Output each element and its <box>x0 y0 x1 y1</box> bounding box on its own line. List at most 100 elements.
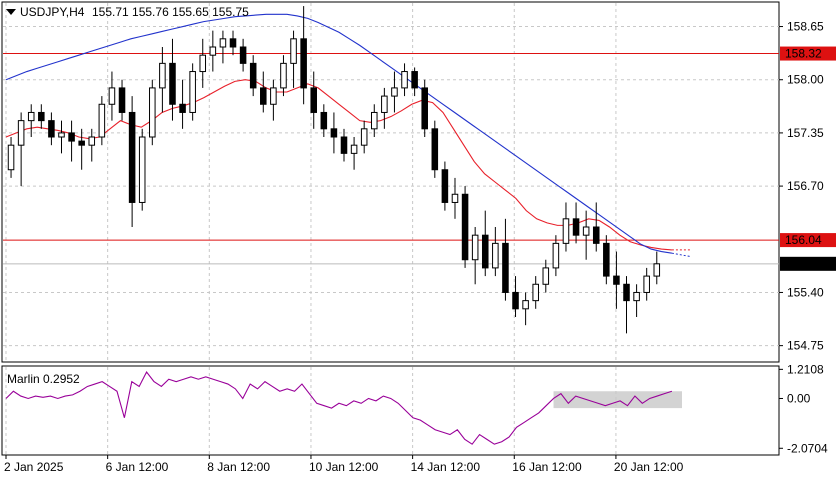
bullish-candle <box>58 132 65 138</box>
osc-y-tick-label: -2.0704 <box>787 441 828 455</box>
bearish-candle <box>613 275 620 285</box>
level-price-box <box>780 46 836 61</box>
bearish-candle <box>320 111 328 130</box>
current-price-label: 155.75 <box>785 257 822 271</box>
indicator-panel <box>1 365 780 456</box>
bullish-candle <box>149 87 156 138</box>
bullish-candle <box>199 54 207 73</box>
bullish-candle <box>159 62 166 89</box>
oscillator <box>5 370 682 445</box>
bullish-candle <box>522 300 529 310</box>
bullish-candle <box>209 46 217 56</box>
bearish-candle <box>330 128 338 138</box>
indicator-title: Marlin 0.2952 <box>7 372 80 386</box>
bearish-candle <box>421 87 428 130</box>
bearish-candle <box>411 71 418 89</box>
bullish-candle <box>552 242 560 269</box>
bullish-candle <box>643 275 650 293</box>
x-tick-label: 14 Jan 12:00 <box>411 460 481 474</box>
x-tick-label: 2 Jan 2025 <box>4 460 64 474</box>
bearish-candle <box>310 87 318 113</box>
bearish-candle <box>481 234 489 269</box>
bearish-candle <box>340 136 348 154</box>
bullish-candle <box>360 128 368 146</box>
y-tick-label: 157.35 <box>787 126 824 140</box>
bearish-candle <box>592 226 600 244</box>
bearish-candle <box>623 283 630 302</box>
bearish-candle <box>300 38 307 89</box>
bullish-candle <box>270 87 277 105</box>
level-price-label: 156.04 <box>785 233 822 247</box>
x-tick-label: 6 Jan 12:00 <box>106 460 169 474</box>
moving-averages <box>5 13 690 257</box>
bullish-candle <box>7 144 15 171</box>
bearish-candle <box>603 242 610 277</box>
fast-ma-line <box>5 79 672 251</box>
bullish-candle <box>280 62 287 89</box>
bullish-candle <box>189 71 196 113</box>
bearish-candle <box>572 218 580 236</box>
bearish-candle <box>169 62 176 105</box>
candles <box>7 6 661 334</box>
bearish-candle <box>229 38 237 48</box>
bullish-candle <box>370 111 378 130</box>
bullish-candle <box>108 87 116 105</box>
bullish-candle <box>562 218 570 244</box>
bearish-candle <box>68 132 75 142</box>
bullish-candle <box>290 38 297 64</box>
horizontal-lines: 158.32 156.04 155.75 <box>3 46 836 271</box>
ma-projection <box>671 252 690 257</box>
bearish-candle <box>461 193 469 261</box>
bearish-candle <box>128 111 136 203</box>
symbol-label: USDJPY,H4 <box>20 5 85 19</box>
y-tick-label: 158.65 <box>787 20 824 34</box>
level-price-box <box>780 233 836 248</box>
bullish-candle <box>633 291 640 302</box>
x-tick-label: 16 Jan 12:00 <box>512 460 582 474</box>
axes: 158.65 158.00 157.35 156.70 155.40 154.75 2 Ja… <box>4 20 828 474</box>
bullish-candle <box>653 263 661 277</box>
price-panel <box>1 1 780 363</box>
bearish-candle <box>78 140 85 146</box>
bullish-candle <box>381 95 388 113</box>
bullish-candle <box>451 193 459 203</box>
y-tick-label: 158.00 <box>787 73 824 87</box>
bullish-candle <box>219 38 227 48</box>
bullish-candle <box>138 136 146 203</box>
x-tick-label: 10 Jan 12:00 <box>309 460 379 474</box>
bullish-candle <box>350 144 358 154</box>
bullish-candle <box>532 283 539 302</box>
bearish-candle <box>249 62 257 89</box>
bearish-candle <box>48 120 55 138</box>
current-price-box <box>780 256 836 271</box>
bullish-candle <box>492 242 499 269</box>
bearish-candle <box>431 128 439 171</box>
bearish-candle <box>38 111 45 122</box>
bearish-candle <box>118 87 126 113</box>
grid <box>3 3 779 454</box>
osc-y-tick-label: 1.2108 <box>787 362 824 376</box>
bullish-candle <box>471 234 479 261</box>
x-tick-label: 8 Jan 12:00 <box>207 460 270 474</box>
x-tick-label: 20 Jan 12:00 <box>614 460 684 474</box>
bullish-candle <box>542 267 550 285</box>
bearish-candle <box>502 242 509 293</box>
bullish-candle <box>88 136 96 146</box>
oscillator-range-box <box>553 391 682 409</box>
osc-y-tick-label: 0.00 <box>787 391 811 405</box>
bearish-candle <box>512 291 519 310</box>
bullish-candle <box>401 71 408 89</box>
dropdown-triangle-icon[interactable] <box>6 9 16 15</box>
y-tick-label: 156.70 <box>787 179 824 193</box>
bullish-candle <box>391 87 398 97</box>
bearish-candle <box>239 46 247 64</box>
level-price-label: 158.32 <box>785 47 822 61</box>
bearish-candle <box>179 103 186 113</box>
y-tick-label: 155.40 <box>787 285 824 299</box>
bullish-candle <box>98 103 106 138</box>
bullish-candle <box>17 120 25 146</box>
y-tick-label: 154.75 <box>787 339 824 353</box>
oscillator-line <box>5 370 673 445</box>
